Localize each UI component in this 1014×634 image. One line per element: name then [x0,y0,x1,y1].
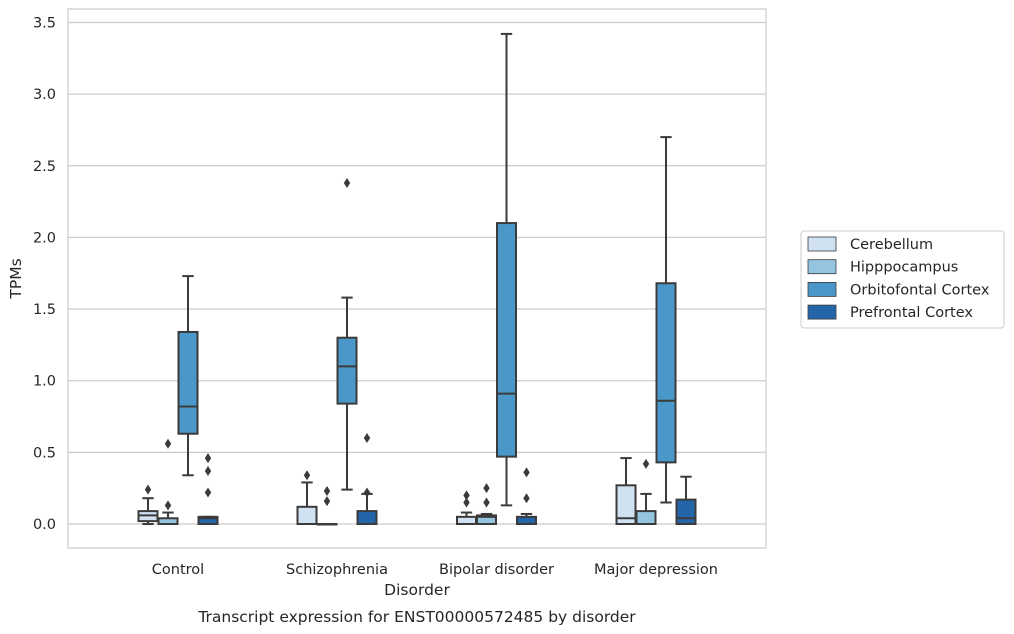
chart-caption: Transcript expression for ENST0000057248… [197,608,636,626]
outlier-point [642,458,650,469]
box-orbitofontal-cortex [655,136,677,504]
box-orbitofontal-cortex [336,177,358,491]
iqr-box [655,282,677,464]
legend-swatch [807,281,837,297]
legend-swatch [807,236,837,252]
box-cerebellum [456,490,477,526]
outlier-point [204,487,212,498]
y-tick-labels: 0.0 0.5 1.0 1.5 2.0 2.5 3.0 3.5 [33,15,56,533]
y-tick-label: 1.0 [33,374,56,390]
y-tick-label: 0.5 [33,445,56,461]
legend-label: Cerebellum [850,237,933,253]
x-tick-label: Schizophrenia [286,562,388,578]
legend-swatch [807,304,837,320]
iqr-box [496,222,517,458]
y-tick-label: 1.5 [33,302,56,318]
x-tick-labels: Control Schizophrenia Bipolar disorder Majo… [152,562,718,578]
x-tick-label: Bipolar disorder [439,562,554,578]
outlier-point [164,438,172,449]
outlier-point [204,465,212,476]
iqr-box [177,330,199,435]
y-tick-label: 2.0 [33,230,56,246]
box-prefrontal-cortex [356,433,378,525]
legend-frame [800,230,1005,329]
iqr-box [635,510,657,525]
box-hipppocampus [157,438,179,526]
iqr-box [356,510,378,525]
iqr-box [615,484,637,525]
box-hipppocampus [476,483,497,525]
iqr-box [675,498,697,526]
iqr-box [456,515,477,526]
outlier-point [363,433,371,444]
box-orbitofontal-cortex [496,32,517,507]
y-tick-label: 3.0 [33,87,56,103]
box-orbitofontal-cortex [177,275,199,477]
legend: Cerebellum Hipppocampus Orbitofontal Corte… [800,230,1005,329]
x-tick-label: Control [152,562,204,578]
iqr-box [516,515,537,526]
plot-frame [67,8,767,549]
iqr-box [476,514,497,525]
legend-label: Prefrontal Cortex [850,305,973,321]
box-prefrontal-cortex [516,467,537,526]
outlier-point [144,484,152,495]
outlier-point [204,453,212,464]
outlier-point [483,497,490,508]
outlier-point [363,487,371,498]
outlier-point [523,467,530,478]
iqr-box [197,515,219,526]
outlier-point [323,486,331,497]
box-prefrontal-cortex [675,475,697,526]
box-hipppocampus [635,458,657,525]
legend-label: Orbitofontal Cortex [850,282,990,298]
iqr-box [296,505,318,525]
outlier-point [483,483,490,494]
y-tick-label: 3.5 [33,15,56,31]
outlier-point [463,490,470,501]
iqr-box [336,336,358,405]
box-prefrontal-cortex [197,453,219,526]
box-cerebellum [296,470,318,525]
legend-swatch [807,259,837,275]
outlier-point [164,500,172,511]
y-tick-label: 0.0 [33,517,56,533]
y-axis-title: TPMs [7,258,25,299]
x-tick-label: Major depression [594,562,718,578]
x-axis-title: Disorder [384,581,450,599]
y-tick-label: 2.5 [33,159,56,175]
boxes [137,32,697,526]
legend-label: Hipppocampus [850,260,958,276]
outlier-point [323,496,331,507]
box-cerebellum [137,484,159,525]
outlier-point [463,497,470,508]
outlier-point [303,470,311,481]
outlier-point [523,493,530,504]
outlier-point [343,177,351,188]
box-hipppocampus [316,486,338,526]
box-cerebellum [615,457,637,525]
